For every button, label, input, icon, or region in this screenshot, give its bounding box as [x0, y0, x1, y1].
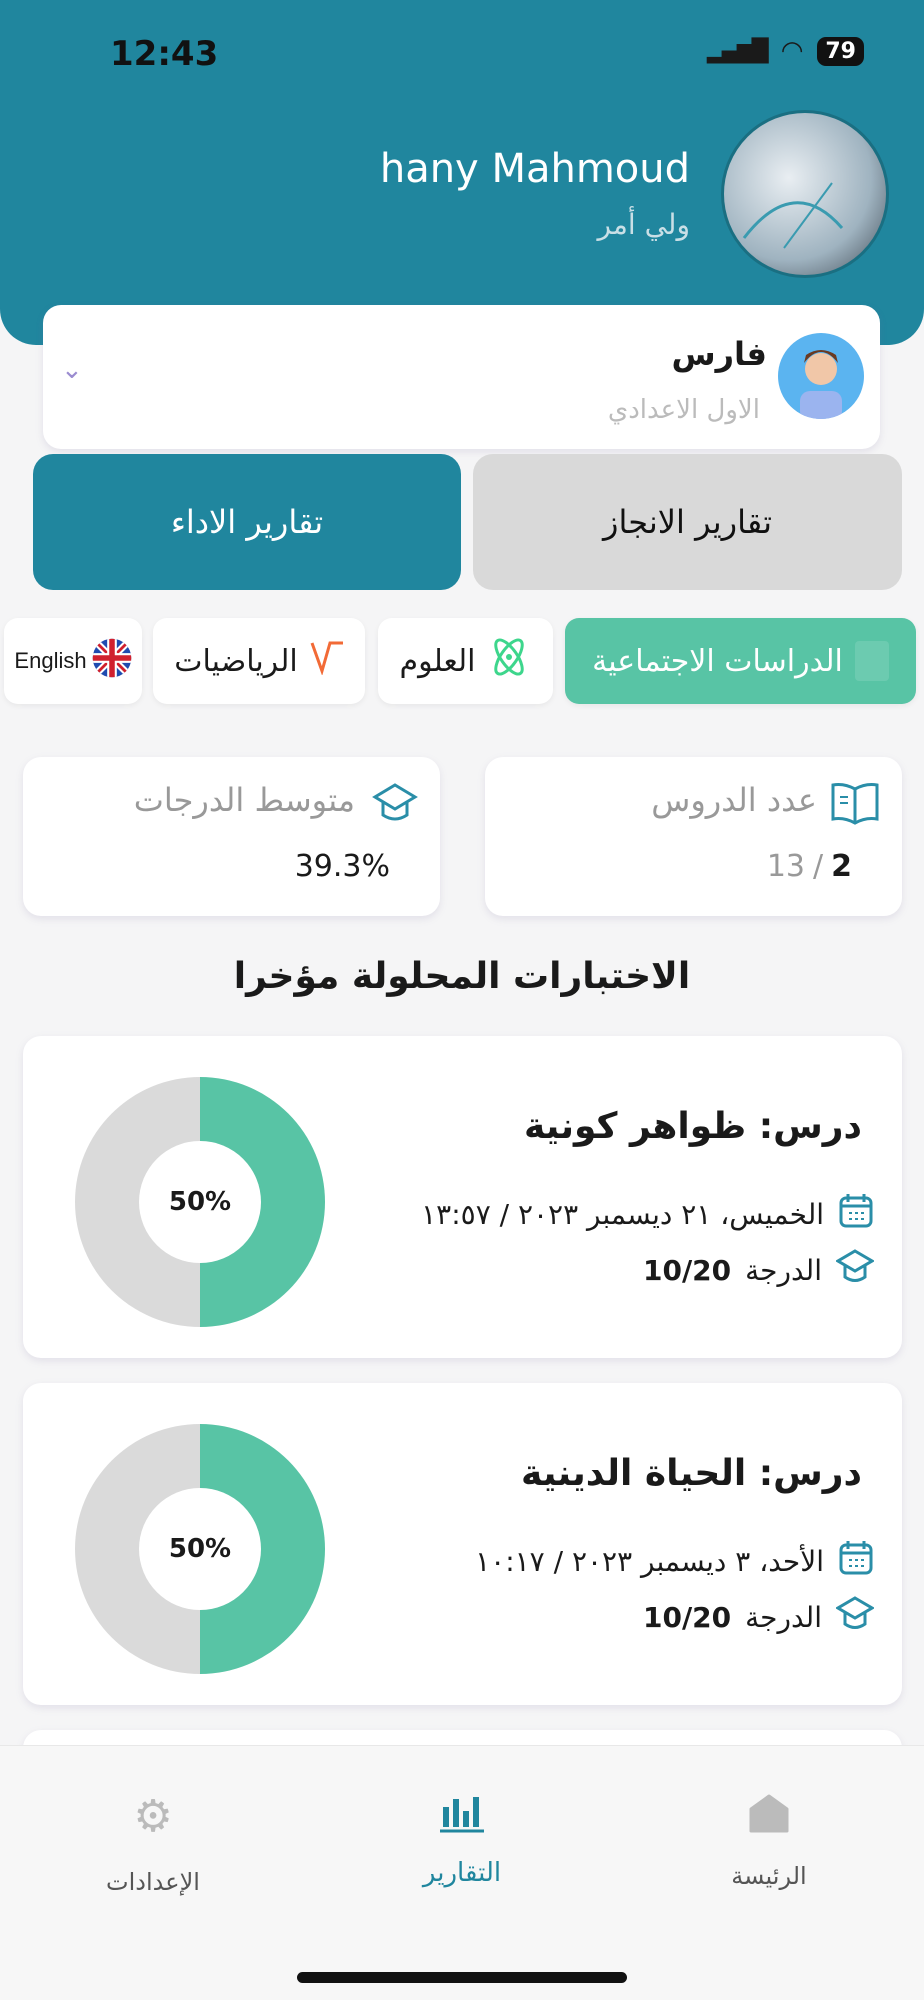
- wifi-icon: ◠: [780, 36, 804, 66]
- uk-flag-icon: [92, 638, 132, 684]
- gear-icon: ⚙: [133, 1790, 173, 1842]
- child-selector[interactable]: فارس الاول الاعدادي ⌄: [43, 305, 880, 449]
- battery-icon: 79: [817, 36, 864, 66]
- status-time: 12:43: [110, 34, 219, 74]
- score-donut-chart: 50%: [75, 1424, 325, 1674]
- child-name: فارس: [671, 335, 767, 373]
- average-value: 39.3%: [294, 849, 390, 884]
- tab-settings[interactable]: ⚙ الإعدادات: [106, 1790, 200, 1897]
- subject-math[interactable]: الرياضيات: [153, 618, 365, 704]
- status-icons: ▂▄▆█ ◠ 79: [707, 36, 864, 66]
- book-stack-icon: [854, 641, 889, 681]
- lessons-total: 13: [766, 849, 806, 884]
- lessons-count-card: عدد الدروس 13 / 2: [485, 757, 902, 916]
- lessons-done: 2: [831, 849, 852, 884]
- recent-tests-heading: الاختبارات المحلولة مؤخرا: [233, 956, 691, 997]
- bottom-tab-bar: ⚙ الإعدادات التقارير الرئيسة: [0, 1745, 924, 2000]
- subject-science[interactable]: العلوم: [378, 618, 553, 704]
- bar-chart-icon: [440, 1793, 484, 1839]
- tab-achievement-reports[interactable]: تقارير الانجاز: [473, 454, 902, 590]
- tab-performance-reports[interactable]: تقارير الاداء: [33, 454, 461, 590]
- tab-home[interactable]: الرئيسة: [689, 1786, 849, 1890]
- signal-icon: ▂▄▆█: [707, 38, 769, 64]
- score-donut-chart: 50%: [75, 1077, 325, 1327]
- parent-avatar[interactable]: [721, 110, 889, 278]
- chevron-down-icon[interactable]: ⌄: [61, 355, 83, 385]
- tab-reports[interactable]: التقارير: [382, 1786, 542, 1888]
- test-card[interactable]: درس: ظواهر كونية الخميس، ٢١ ديسمبر ٢٠٢٣ …: [23, 1036, 902, 1358]
- square-root-icon: [310, 639, 344, 683]
- parent-role: ولي أمر: [597, 208, 690, 241]
- parent-name: hany Mahmoud: [379, 146, 690, 192]
- child-grade: الاول الاعدادي: [607, 395, 760, 425]
- subject-social-studies[interactable]: الدراسات الاجتماعية: [565, 618, 916, 704]
- average-grade-card: متوسط الدرجات 39.3%: [23, 757, 440, 916]
- graduation-cap-icon: [835, 1595, 875, 1640]
- graduation-cap-icon: [835, 1248, 875, 1293]
- home-indicator[interactable]: [297, 1972, 627, 1983]
- home-icon: [747, 1793, 791, 1839]
- calendar-icon: [838, 1192, 874, 1237]
- open-book-icon: [830, 781, 880, 829]
- subject-english[interactable]: English: [4, 618, 142, 704]
- graduation-cap-icon: [372, 781, 418, 829]
- atom-icon: [487, 635, 531, 687]
- calendar-icon: [838, 1539, 874, 1584]
- test-card[interactable]: درس: الحياة الدينية الأحد، ٣ ديسمبر ٢٠٢٣…: [23, 1383, 902, 1705]
- child-avatar: [778, 333, 864, 419]
